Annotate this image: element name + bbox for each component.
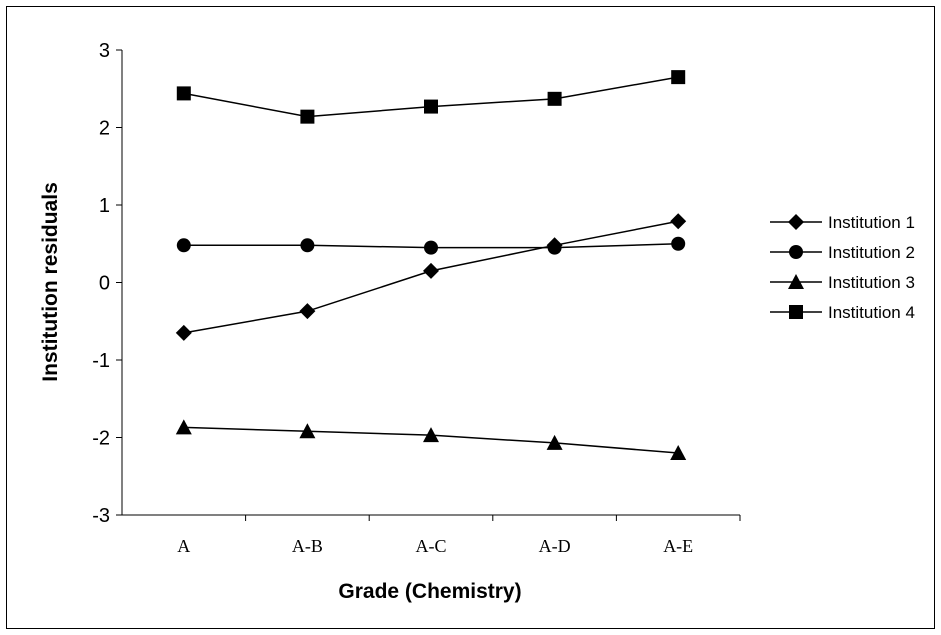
series-3-point bbox=[175, 419, 192, 435]
series-2-point bbox=[300, 238, 315, 253]
y-tick-labels: 3 2 1 0 -1 -2 -3 bbox=[92, 40, 110, 527]
series-1 bbox=[175, 213, 687, 341]
legend-label: Institution 3 bbox=[828, 273, 915, 292]
y-tick-label: -1 bbox=[92, 350, 110, 372]
y-tick-label: 1 bbox=[99, 195, 110, 217]
series-group bbox=[175, 70, 687, 460]
y-tick-label: 3 bbox=[99, 40, 110, 62]
series-4-point bbox=[424, 99, 438, 114]
series-3 bbox=[175, 419, 687, 460]
legend-marker bbox=[789, 305, 803, 319]
series-4-point bbox=[547, 91, 562, 106]
y-axis-title: Institution residuals bbox=[39, 182, 62, 382]
y-tick-label: 0 bbox=[99, 273, 110, 295]
legend-item: Institution 1 bbox=[770, 213, 915, 232]
x-tick-label: A-D bbox=[539, 536, 571, 556]
series-2-point bbox=[547, 240, 562, 255]
x-tick-label: A-C bbox=[416, 536, 447, 556]
legend: Institution 1 Institution 2 Institution 3 I… bbox=[770, 213, 915, 322]
axes bbox=[116, 49, 741, 521]
x-tick-label: A-E bbox=[663, 536, 693, 556]
legend-item: Institution 2 bbox=[770, 243, 915, 262]
legend-label: Institution 4 bbox=[828, 303, 915, 322]
legend-marker bbox=[789, 245, 803, 259]
series-2-point bbox=[176, 238, 191, 253]
series-2 bbox=[176, 236, 686, 255]
x-tick-label: A-B bbox=[292, 536, 323, 556]
series-1-point bbox=[299, 303, 316, 320]
legend-item: Institution 4 bbox=[770, 303, 915, 322]
series-4-point bbox=[176, 86, 191, 101]
series-1-point bbox=[175, 324, 192, 341]
series-4 bbox=[176, 70, 686, 124]
legend-item: Institution 3 bbox=[770, 273, 915, 292]
series-1-point bbox=[423, 262, 439, 279]
legend-label: Institution 1 bbox=[828, 213, 915, 232]
series-2-point bbox=[424, 240, 438, 255]
y-tick-label: -2 bbox=[92, 428, 110, 450]
series-3-point bbox=[423, 427, 439, 443]
series-3-point bbox=[670, 445, 687, 460]
legend-label: Institution 2 bbox=[828, 243, 915, 262]
legend-marker bbox=[788, 214, 804, 230]
y-tick-label: 2 bbox=[99, 118, 110, 140]
series-3-point bbox=[299, 423, 316, 439]
y-tick-label: -3 bbox=[92, 505, 110, 527]
chart-frame bbox=[6, 6, 935, 629]
series-1-point bbox=[670, 213, 687, 230]
series-4-point bbox=[671, 70, 686, 85]
series-4-point bbox=[300, 109, 315, 124]
x-tick-labels: A A-B A-C A-D A-E bbox=[177, 536, 693, 556]
x-tick-label: A bbox=[177, 536, 190, 556]
series-3-point bbox=[546, 434, 563, 450]
series-2-point bbox=[671, 236, 686, 251]
legend-marker bbox=[788, 274, 804, 289]
x-axis-title: Grade (Chemistry) bbox=[338, 580, 521, 603]
